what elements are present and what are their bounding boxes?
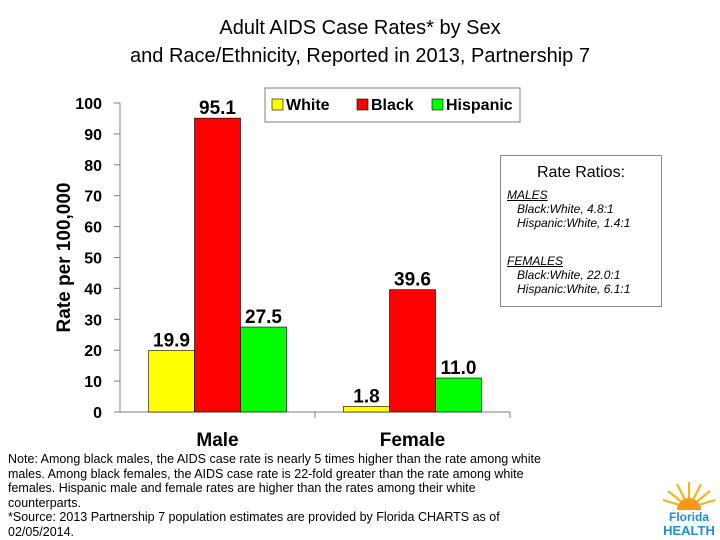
florida-health-logo: Florida HEALTH [660, 478, 718, 538]
note-line-6: 02/05/2014. [8, 524, 75, 539]
legend-box [264, 87, 521, 123]
y-tick-label: 100 [75, 96, 102, 113]
males-hispanic-white: Hispanic:White, 1.4:1 [517, 216, 631, 230]
legend-label-hispanic: Hispanic [446, 97, 513, 114]
females-hispanic-white: Hispanic:White, 6.1:1 [517, 282, 631, 296]
y-tick-label: 0 [93, 405, 102, 422]
males-black-white: Black:White, 4.8:1 [517, 202, 614, 216]
legend-label-black: Black [371, 97, 414, 114]
note-line-3: females. Hispanic male and female rates … [8, 481, 476, 495]
y-tick-label: 80 [84, 158, 102, 175]
females-ratios: FEMALES Black:White, 22.0:1 Hispanic:Whi… [507, 254, 630, 296]
females-black-white: Black:White, 22.0:1 [517, 268, 621, 282]
chart-title-line-1: Adult AIDS Case Rates* by Sex [219, 17, 501, 39]
x-tick-label: Female [380, 430, 445, 451]
data-label: 1.8 [353, 386, 379, 407]
bar-male-hispanic [240, 326, 287, 413]
data-label: 39.6 [394, 270, 431, 291]
y-tick-label: 50 [84, 251, 102, 268]
note-line-1: Note: Among black males, the AIDS case r… [8, 452, 541, 466]
bar-female-black [389, 289, 436, 413]
y-tick-label: 70 [84, 189, 102, 206]
logo-line-2: HEALTH [663, 523, 715, 538]
note-text: Note: Among black males, the AIDS case r… [8, 452, 648, 539]
y-tick-label: 90 [84, 127, 102, 144]
y-tick-label: 10 [84, 374, 102, 391]
sun-icon [662, 482, 716, 510]
y-tick-label: 30 [84, 312, 102, 329]
chart-title-line-2: and Race/Ethnicity, Reported in 2013, Pa… [130, 45, 590, 67]
legend-swatch-black [356, 98, 369, 111]
bar-male-black [194, 117, 241, 413]
y-tick-label: 40 [84, 281, 102, 298]
note-line-4: counterparts. [8, 495, 81, 510]
y-axis-title: Rate per 100,000 [54, 183, 75, 333]
data-label: 27.5 [245, 307, 282, 328]
data-label: 11.0 [441, 358, 477, 379]
chart-title: Adult AIDS Case Rates* by Sex and Race/E… [0, 14, 720, 70]
bar-chart: 0 10 20 30 40 50 60 70 80 90 100 Rate per 100,000 19… [54, 87, 521, 451]
data-label: 95.1 [199, 98, 236, 119]
y-tick-label: 20 [84, 343, 102, 360]
note-line-5: *Source: 2013 Partnership 7 population e… [8, 510, 500, 524]
rate-ratios-title: Rate Ratios: [536, 164, 626, 181]
bar-male-white [148, 350, 195, 413]
legend-swatch-hispanic [431, 98, 444, 111]
males-heading: MALES [507, 188, 548, 202]
y-tick-label: 60 [84, 220, 102, 237]
x-tick-label: Male [196, 430, 238, 451]
males-ratios: MALES Black:White, 4.8:1 Hispanic:White,… [507, 188, 630, 230]
note-line-2: males. Among black females, the AIDS cas… [8, 466, 524, 481]
legend-label-white: White [286, 97, 330, 114]
bar-female-hispanic [435, 377, 482, 413]
legend-swatch-white [271, 98, 284, 111]
rate-ratios-box: Rate Ratios: MALES Black:White, 4.8:1 Hi… [500, 155, 662, 307]
logo-line-1: Florida [668, 510, 709, 524]
data-label: 19.9 [153, 331, 190, 352]
females-heading: FEMALES [507, 254, 564, 268]
